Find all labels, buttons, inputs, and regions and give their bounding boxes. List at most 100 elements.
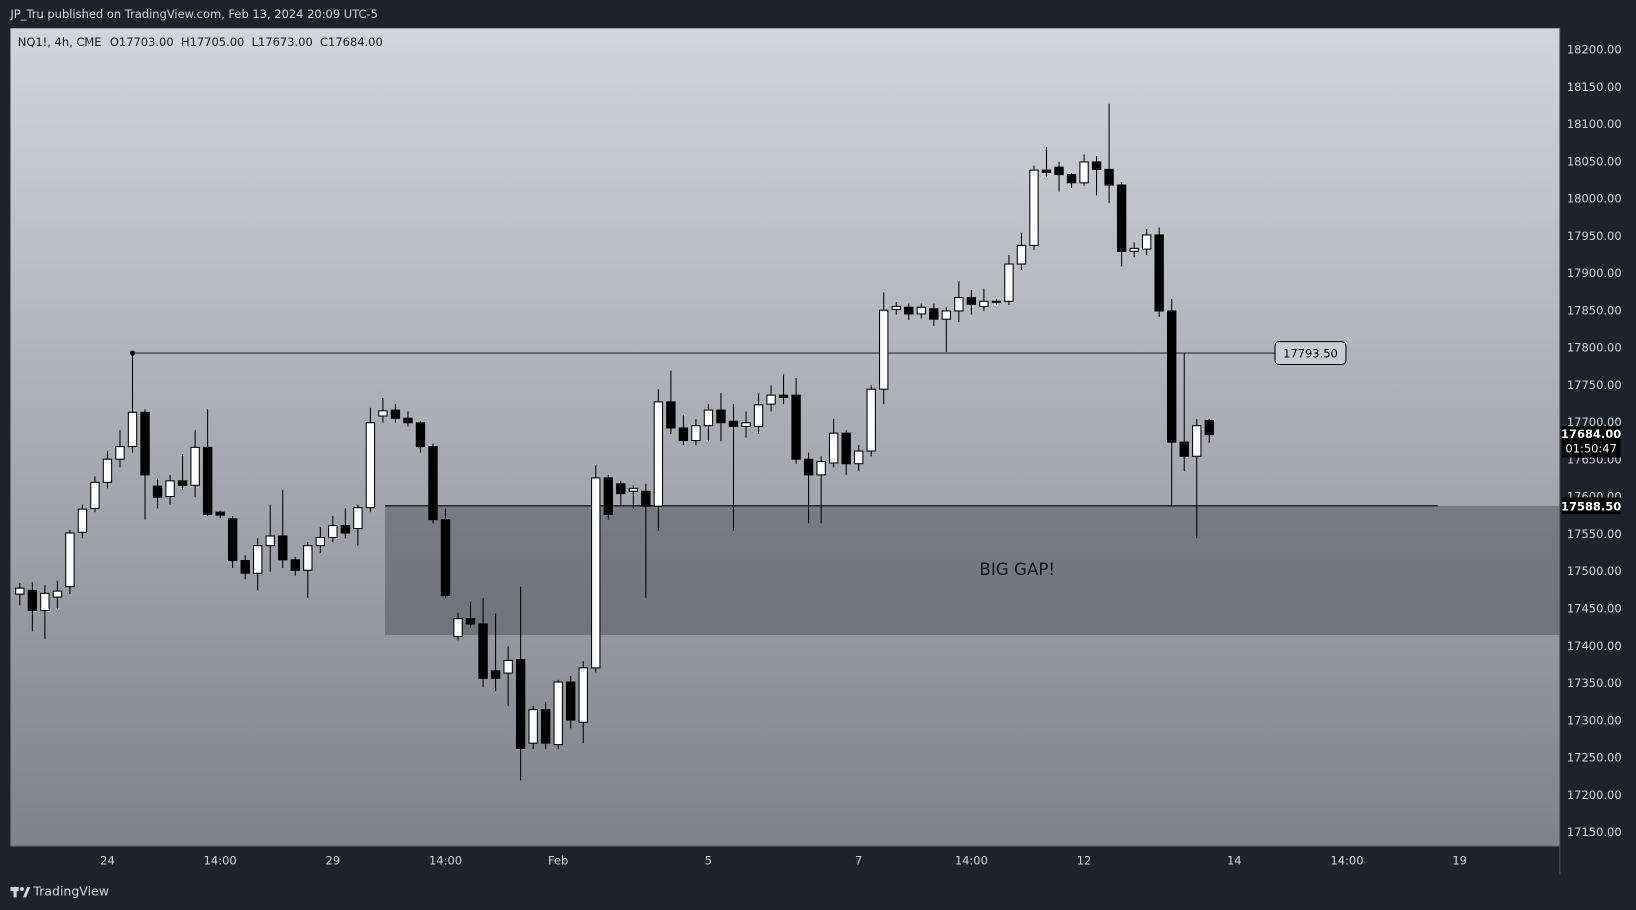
- candle-body: [65, 532, 75, 588]
- plot-area: [10, 28, 1560, 847]
- candle-body: [1029, 169, 1039, 246]
- candle-body: [328, 525, 338, 539]
- header-high: H17705.00: [181, 34, 244, 48]
- candle-body: [991, 300, 1002, 303]
- candle-body: [929, 308, 939, 320]
- candle-body: [591, 477, 601, 669]
- candle-body: [816, 460, 826, 476]
- x-tick-label: 14:00: [955, 853, 988, 867]
- candle-body: [1192, 425, 1202, 457]
- y-tick-label: 17700.00: [1567, 415, 1622, 429]
- candle-body: [1079, 161, 1089, 184]
- candle-body: [1091, 161, 1102, 170]
- candle-body: [152, 485, 163, 498]
- candle-body: [941, 310, 952, 320]
- candle-body: [728, 420, 739, 427]
- x-tick-label: 12: [1077, 853, 1092, 867]
- candle-body: [1204, 419, 1214, 436]
- x-tick-label: 14:00: [429, 853, 462, 867]
- candle-body: [841, 432, 851, 465]
- candle-body: [315, 536, 326, 547]
- y-tick-label: 18000.00: [1567, 192, 1622, 206]
- candle-body: [165, 480, 175, 498]
- y-tick-label: 17550.00: [1567, 527, 1622, 541]
- candle-body: [778, 394, 789, 398]
- candle-body: [1116, 184, 1127, 252]
- candle-body: [428, 446, 438, 521]
- header-low: L17673.00: [252, 34, 313, 48]
- y-tick-label: 17800.00: [1567, 341, 1622, 355]
- symbol: NQ1!, 4h, CME: [18, 34, 102, 48]
- x-tick-label: 24: [100, 853, 115, 867]
- candle-body: [853, 450, 864, 465]
- candle-body: [478, 623, 488, 679]
- candle-body: [966, 297, 977, 305]
- candle-body: [540, 709, 551, 744]
- y-tick-label: 18100.00: [1567, 117, 1622, 131]
- candle-body: [503, 659, 513, 674]
- candle-body: [265, 535, 275, 547]
- candle-body: [716, 409, 726, 424]
- candle-body: [1154, 234, 1164, 312]
- y-tick-label: 17750.00: [1567, 378, 1622, 392]
- candle-body: [879, 309, 889, 390]
- candle-body: [127, 411, 138, 448]
- x-tick-label: 14:00: [1330, 853, 1363, 867]
- candle-body: [515, 659, 526, 749]
- candle-body: [303, 545, 313, 571]
- candle-body: [904, 306, 914, 315]
- candle-body: [27, 589, 38, 612]
- level-label: 17793.50: [1283, 347, 1338, 361]
- candle-body: [490, 670, 501, 679]
- candle-body: [378, 410, 388, 417]
- candle-body: [553, 681, 563, 746]
- candle-body: [403, 417, 413, 424]
- gap-text: BIG GAP!: [979, 560, 1055, 579]
- candle-body: [803, 458, 814, 476]
- x-tick-label: 29: [326, 853, 341, 867]
- candle-body: [691, 425, 701, 442]
- candle-body: [1016, 244, 1027, 265]
- candle-body: [365, 422, 376, 509]
- candle-body: [253, 545, 263, 574]
- candle-body: [353, 507, 363, 530]
- candle-body: [1054, 166, 1064, 176]
- candle-body: [1129, 247, 1139, 252]
- y-tick-label: 18150.00: [1567, 80, 1622, 94]
- candle-body: [616, 483, 626, 495]
- candle-body: [954, 297, 964, 312]
- candle-body: [766, 394, 776, 405]
- y-tick-label: 17150.00: [1567, 825, 1622, 839]
- header-close: C17684.00: [320, 34, 383, 48]
- candle-body: [215, 511, 225, 516]
- y-tick-label: 17950.00: [1567, 229, 1622, 243]
- candle-body: [678, 427, 689, 442]
- y-tick-label: 17900.00: [1567, 266, 1622, 280]
- candle-body: [202, 446, 213, 515]
- brand-logo: [10, 886, 31, 898]
- candle-body: [1141, 234, 1152, 250]
- candle-body: [566, 681, 576, 721]
- x-tick-label: 19: [1452, 853, 1467, 867]
- candle-body: [653, 401, 664, 507]
- candle-body: [741, 422, 751, 427]
- y-tick-label: 17300.00: [1567, 713, 1622, 727]
- candle-body: [628, 487, 639, 492]
- candle-body: [666, 401, 676, 429]
- candle-body: [791, 394, 801, 460]
- candle-body: [102, 458, 113, 483]
- last-price-label: 17684.00: [1561, 427, 1621, 441]
- x-tick-label: 14:00: [204, 853, 237, 867]
- candle-body: [703, 409, 714, 427]
- x-tick-label: 5: [705, 853, 712, 867]
- y-tick-label: 17850.00: [1567, 303, 1622, 317]
- candle-body: [15, 587, 25, 595]
- candle-body: [603, 477, 613, 515]
- candle-body: [90, 481, 100, 509]
- candle-body: [1041, 169, 1052, 173]
- candle-body: [52, 590, 63, 598]
- candle-body: [578, 667, 588, 723]
- y-tick-label: 17350.00: [1567, 676, 1622, 690]
- candle-body: [1167, 310, 1177, 443]
